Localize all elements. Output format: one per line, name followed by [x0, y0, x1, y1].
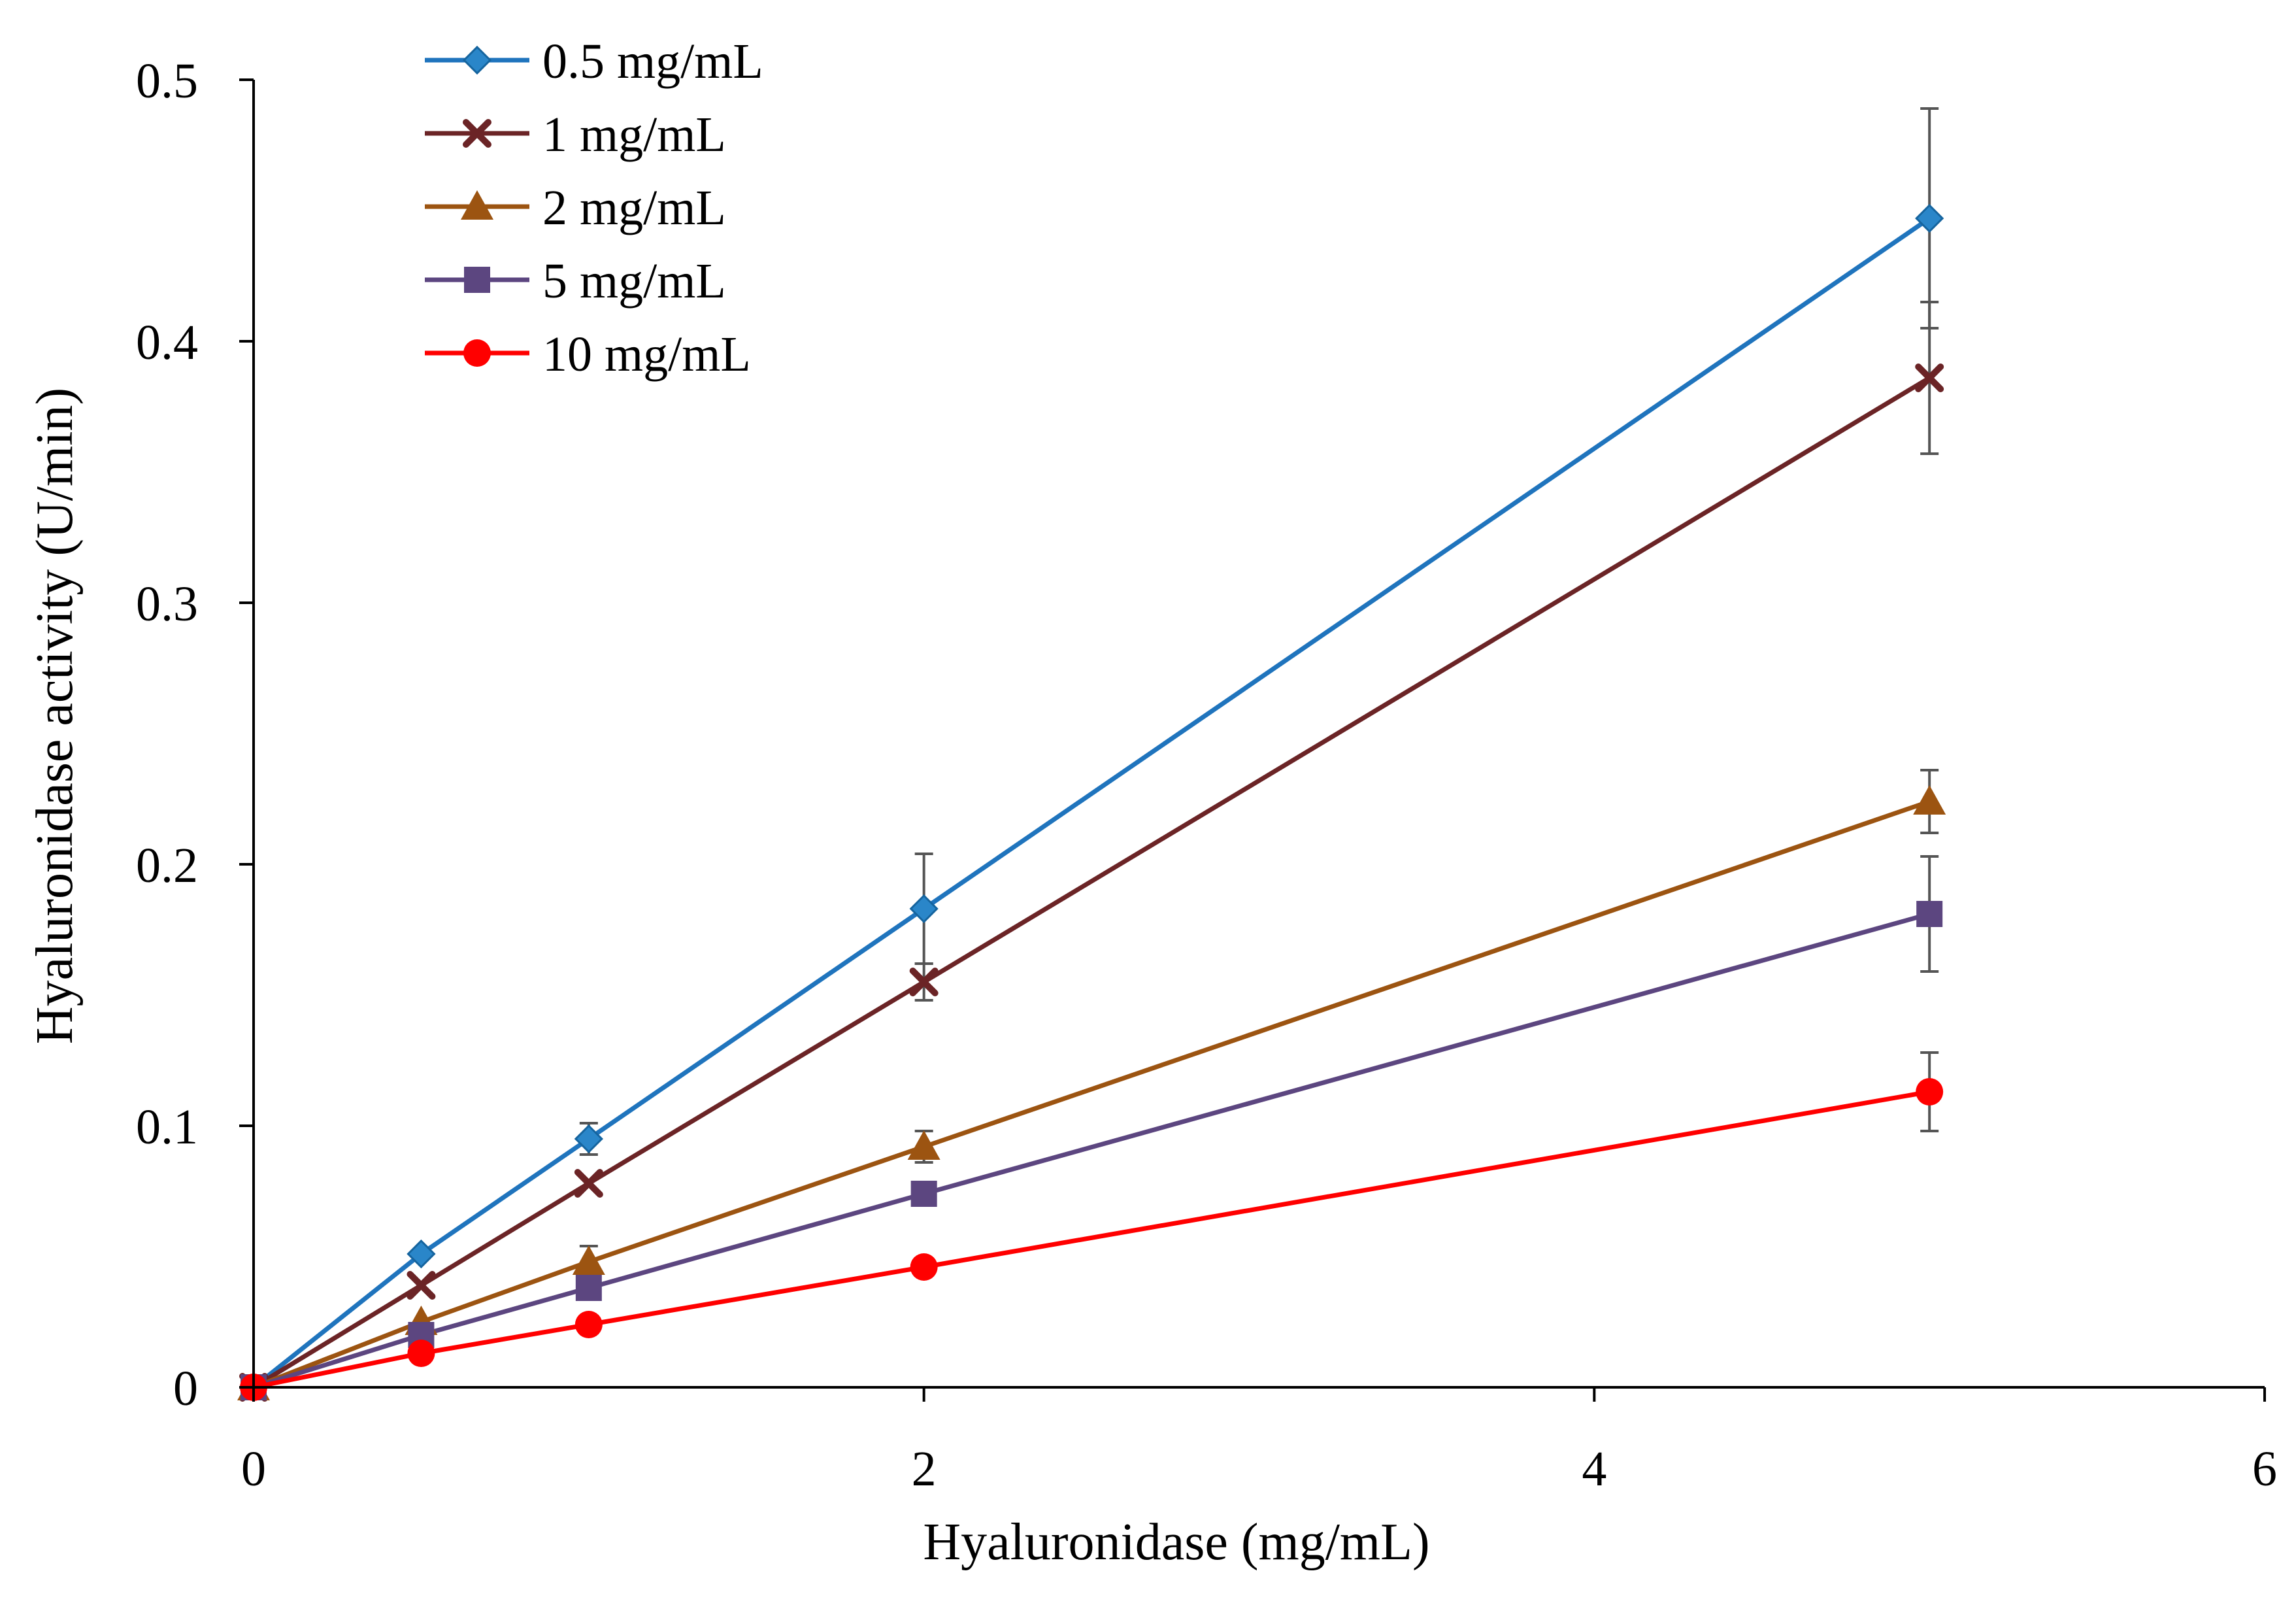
data-point-marker	[1915, 363, 1944, 392]
data-point-marker	[572, 1245, 605, 1275]
legend-label: 10 mg/mL	[542, 327, 751, 382]
data-point-marker	[909, 894, 939, 924]
x-tick-label: 6	[2252, 1442, 2277, 1496]
legend-entry: 1 mg/mL	[425, 107, 726, 162]
data-point-marker	[463, 119, 491, 148]
marker-stroke	[463, 119, 491, 148]
data-point-marker	[1913, 785, 1946, 815]
data-point-marker	[407, 1239, 436, 1269]
series-line	[253, 1089, 1930, 1390]
marker-stroke	[574, 1169, 603, 1198]
legend-label: 0.5 mg/mL	[542, 34, 763, 89]
marker-stroke	[1915, 363, 1944, 392]
marker-stroke	[407, 1271, 436, 1300]
data-point-marker	[907, 1130, 940, 1160]
legend-label: 1 mg/mL	[542, 107, 726, 162]
data-point-marker	[462, 45, 492, 75]
plot-area	[237, 107, 1946, 1402]
series-line	[252, 216, 1931, 1389]
legend-label: 5 mg/mL	[542, 254, 726, 309]
legend-entry: 0.5 mg/mL	[425, 34, 763, 89]
y-tick-label: 0	[173, 1361, 198, 1416]
series-line	[252, 911, 1931, 1390]
data-point-marker	[575, 1275, 602, 1301]
y-tick-label: 0.1	[136, 1100, 198, 1155]
data-point-marker	[574, 1124, 603, 1154]
y-axis-ticks: 0 0.1 0.2 0.3 0.4 0.5	[136, 54, 254, 1416]
legend: 0.5 mg/mL 1 mg/mL 2 mg/mL 5 mg/mL 10 mg/mL	[425, 34, 763, 382]
y-tick-label: 0.5	[136, 54, 198, 109]
data-point-marker	[574, 1169, 603, 1198]
y-axis-title: Hyaluronidase activity (U/min)	[26, 388, 84, 1044]
legend-label: 2 mg/mL	[542, 180, 726, 235]
data-point-marker	[1915, 203, 1944, 233]
x-axis-title: Hyaluronidase (mg/mL)	[923, 1513, 1429, 1571]
data-point-marker	[407, 1340, 435, 1367]
axes: 0 2 4 6 0 0.1 0.2 0.3 0.4 0.5	[136, 54, 2277, 1496]
series-lines	[252, 216, 1931, 1390]
data-point-marker	[1916, 1078, 1944, 1106]
data-point-marker	[461, 190, 493, 220]
y-tick-label: 0.2	[136, 838, 198, 893]
data-point-marker	[909, 968, 939, 996]
series-line	[252, 799, 1931, 1390]
legend-entry: 2 mg/mL	[425, 180, 726, 235]
x-axis-ticks: 0 2 4 6	[241, 1387, 2277, 1496]
x-tick-label: 2	[912, 1442, 937, 1496]
data-point-marker	[910, 1181, 937, 1207]
y-tick-label: 0.3	[136, 577, 198, 632]
y-tick-label: 0.4	[136, 315, 198, 370]
marker-stroke	[909, 968, 939, 996]
data-point-marker	[463, 339, 491, 367]
legend-entry: 10 mg/mL	[425, 327, 751, 382]
data-point-marker	[407, 1271, 436, 1300]
data-point-marker	[464, 267, 490, 293]
x-tick-label: 4	[1582, 1442, 1606, 1496]
data-point-marker	[910, 1253, 938, 1281]
data-point-marker	[574, 1311, 603, 1338]
legend-entry: 5 mg/mL	[425, 254, 726, 309]
data-point-marker	[1916, 901, 1943, 927]
x-tick-label: 0	[241, 1442, 266, 1496]
